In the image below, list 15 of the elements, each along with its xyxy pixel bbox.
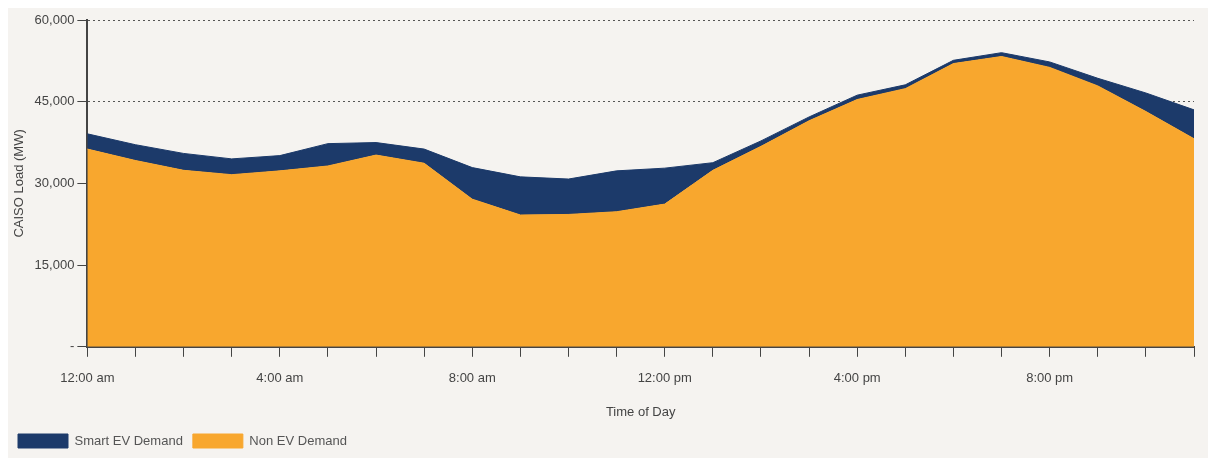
x-tick-label: 8:00 pm <box>1026 370 1074 386</box>
y-tick-label: - <box>70 338 75 354</box>
legend-label: Non EV Demand <box>249 432 347 448</box>
y-tick-label: 15,000 <box>34 256 75 272</box>
y-tick-label: 45,000 <box>34 93 75 109</box>
x-tick-label: 12:00 pm <box>637 370 692 386</box>
x-axis-title: Time of Day <box>605 403 676 419</box>
legend-label: Smart EV Demand <box>74 432 183 448</box>
x-tick-label: 12:00 am <box>60 370 115 386</box>
y-tick-label: 30,000 <box>34 174 75 190</box>
y-tick-label: 60,000 <box>34 11 75 27</box>
x-tick-label: 4:00 am <box>256 370 304 386</box>
x-tick-label: 8:00 am <box>448 370 496 386</box>
x-tick-label: 4:00 pm <box>833 370 881 386</box>
y-axis-title: CAISO Load (MW) <box>11 129 27 238</box>
